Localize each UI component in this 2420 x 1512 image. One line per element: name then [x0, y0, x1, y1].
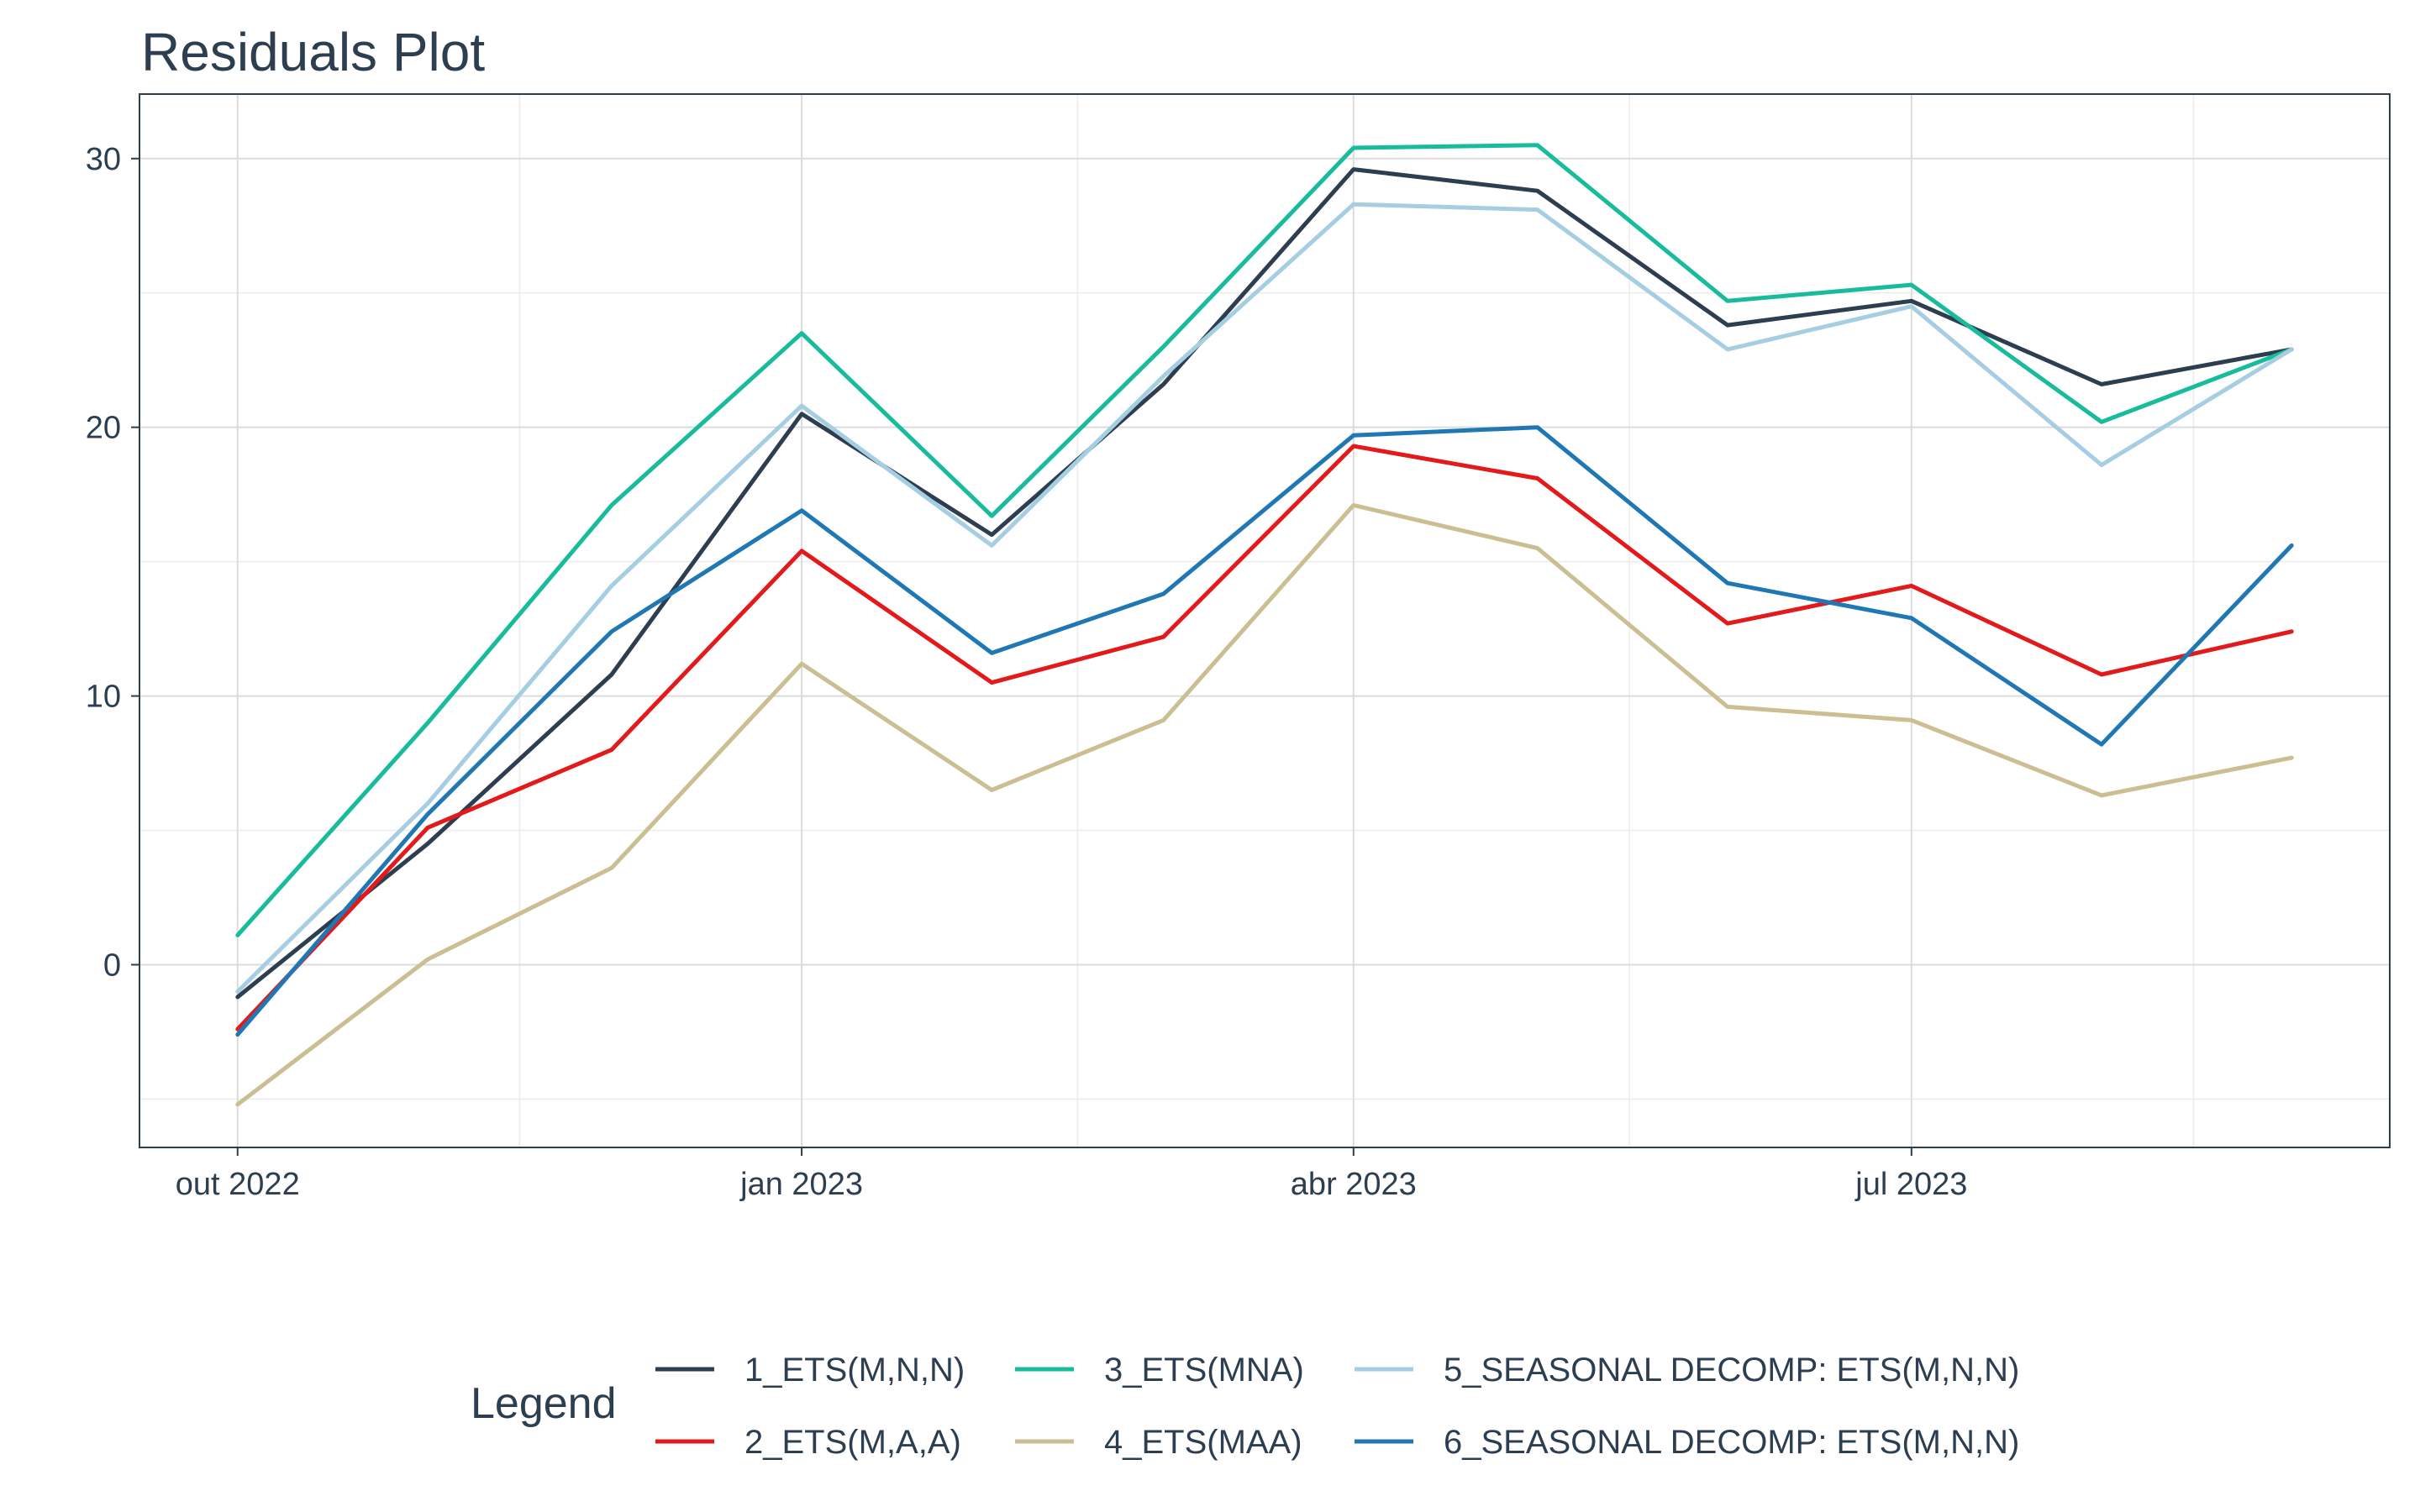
x-tick-label: abr 2023 — [1291, 1167, 1417, 1202]
series-line-4 — [235, 502, 2294, 1107]
plot-panel — [139, 93, 2391, 1148]
series-line-2 — [235, 444, 2294, 1032]
series-line-6 — [235, 425, 2294, 1037]
series-line-1 — [235, 167, 2294, 1000]
x-tick-label: jan 2023 — [739, 1167, 863, 1202]
legend-title: Legend — [471, 1379, 617, 1428]
x-axis: out 2022 jan 2023 abr 2023 jul 2023 — [176, 1147, 1967, 1202]
legend-label-2: 2_ETS(M,A,A) — [744, 1424, 961, 1461]
legend-label-3: 3_ETS(MNA) — [1104, 1352, 1304, 1389]
series-lines — [235, 143, 2294, 1107]
chart-title: Residuals Plot — [141, 22, 485, 82]
y-tick-label: 0 — [103, 948, 121, 983]
legend-label-4: 4_ETS(MAA) — [1104, 1424, 1302, 1461]
x-tick-label: jul 2023 — [1854, 1167, 1967, 1202]
y-axis: 0 10 20 30 — [86, 142, 139, 983]
y-tick-label: 10 — [86, 680, 121, 715]
legend-label-6: 6_SEASONAL DECOMP: ETS(M,N,N) — [1444, 1424, 2019, 1461]
legend: Legend 1_ETS(M,N,N) 2_ETS(M,A,A) 3_ETS(MNA… — [471, 1352, 2019, 1461]
x-tick-label: out 2022 — [176, 1167, 300, 1202]
y-tick-label: 30 — [86, 142, 121, 177]
grid — [139, 94, 2390, 1147]
series-line-3 — [235, 143, 2294, 937]
legend-label-1: 1_ETS(M,N,N) — [744, 1352, 965, 1389]
y-tick-label: 20 — [86, 411, 121, 446]
series-line-5 — [235, 202, 2294, 994]
legend-label-5: 5_SEASONAL DECOMP: ETS(M,N,N) — [1444, 1352, 2019, 1389]
